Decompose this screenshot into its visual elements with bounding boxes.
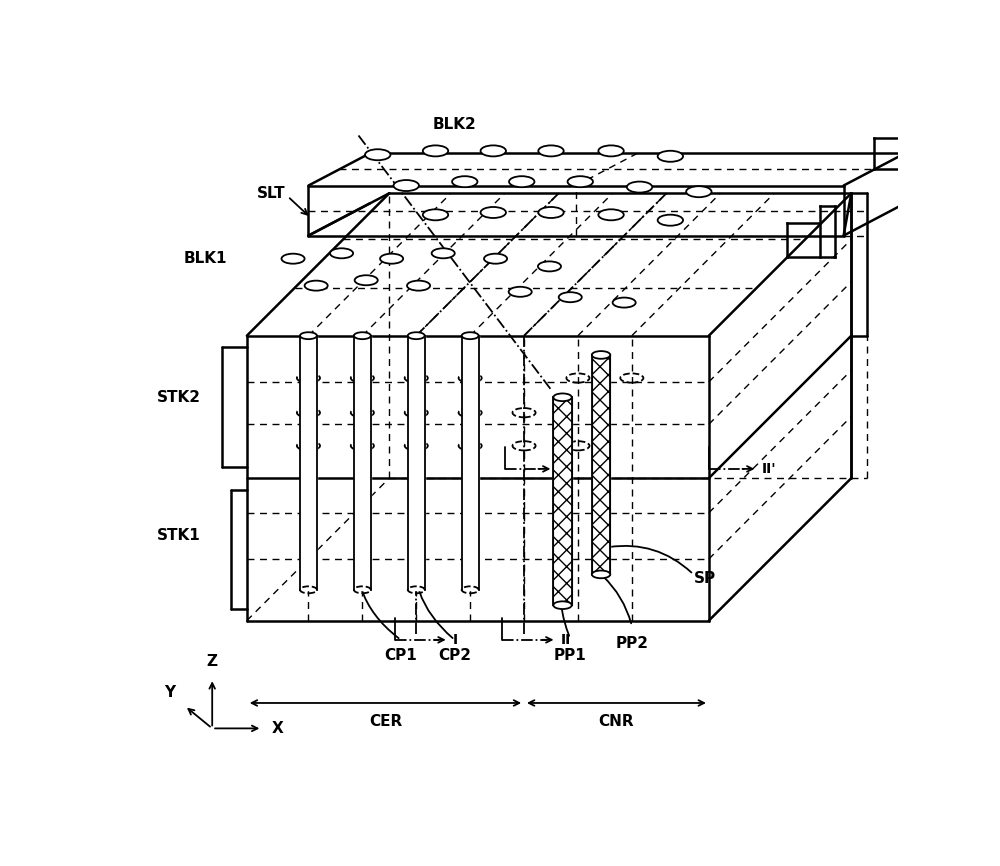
Ellipse shape — [509, 287, 532, 297]
Ellipse shape — [432, 249, 455, 258]
Text: II': II' — [762, 462, 777, 476]
Text: X: X — [271, 721, 283, 736]
Ellipse shape — [423, 145, 448, 157]
Text: I': I' — [558, 462, 567, 476]
Ellipse shape — [407, 281, 430, 291]
Ellipse shape — [305, 281, 328, 291]
Bar — [553, 397, 572, 605]
Ellipse shape — [658, 151, 683, 162]
Ellipse shape — [538, 145, 564, 157]
Ellipse shape — [481, 145, 506, 157]
Text: CP2: CP2 — [438, 648, 471, 662]
Text: Z: Z — [207, 654, 218, 669]
Text: SLT: SLT — [257, 185, 285, 201]
Text: Y: Y — [164, 685, 175, 700]
Ellipse shape — [592, 571, 610, 578]
Ellipse shape — [462, 333, 479, 339]
Ellipse shape — [598, 145, 624, 157]
Ellipse shape — [408, 333, 425, 339]
Ellipse shape — [553, 601, 572, 609]
Ellipse shape — [481, 207, 506, 218]
Bar — [592, 355, 610, 574]
Ellipse shape — [354, 333, 371, 339]
Text: II: II — [561, 633, 571, 647]
Ellipse shape — [452, 176, 477, 187]
Ellipse shape — [592, 351, 610, 359]
Ellipse shape — [484, 254, 507, 263]
Ellipse shape — [355, 275, 378, 285]
Ellipse shape — [598, 210, 624, 220]
Text: STK1: STK1 — [157, 528, 201, 543]
Ellipse shape — [559, 292, 582, 302]
Ellipse shape — [282, 254, 305, 263]
Ellipse shape — [686, 186, 712, 197]
Ellipse shape — [330, 249, 353, 258]
Ellipse shape — [568, 176, 593, 187]
Ellipse shape — [423, 210, 448, 220]
Text: SP: SP — [693, 571, 716, 585]
Text: PP2: PP2 — [615, 636, 648, 651]
Text: BLK1: BLK1 — [184, 251, 228, 266]
Text: CNR: CNR — [599, 714, 634, 729]
Text: PP1: PP1 — [554, 648, 587, 662]
Ellipse shape — [365, 149, 390, 160]
Ellipse shape — [658, 215, 683, 226]
Ellipse shape — [627, 182, 652, 192]
Ellipse shape — [300, 333, 317, 339]
Ellipse shape — [509, 176, 534, 187]
Ellipse shape — [394, 180, 419, 191]
Text: CER: CER — [369, 714, 402, 729]
Ellipse shape — [553, 393, 572, 401]
Text: STK2: STK2 — [157, 390, 201, 404]
Ellipse shape — [538, 207, 564, 218]
Ellipse shape — [613, 298, 636, 307]
Text: CP1: CP1 — [384, 648, 417, 662]
Ellipse shape — [380, 254, 403, 263]
Text: I: I — [453, 633, 458, 647]
Ellipse shape — [538, 262, 561, 271]
Text: BLK2: BLK2 — [433, 117, 477, 132]
